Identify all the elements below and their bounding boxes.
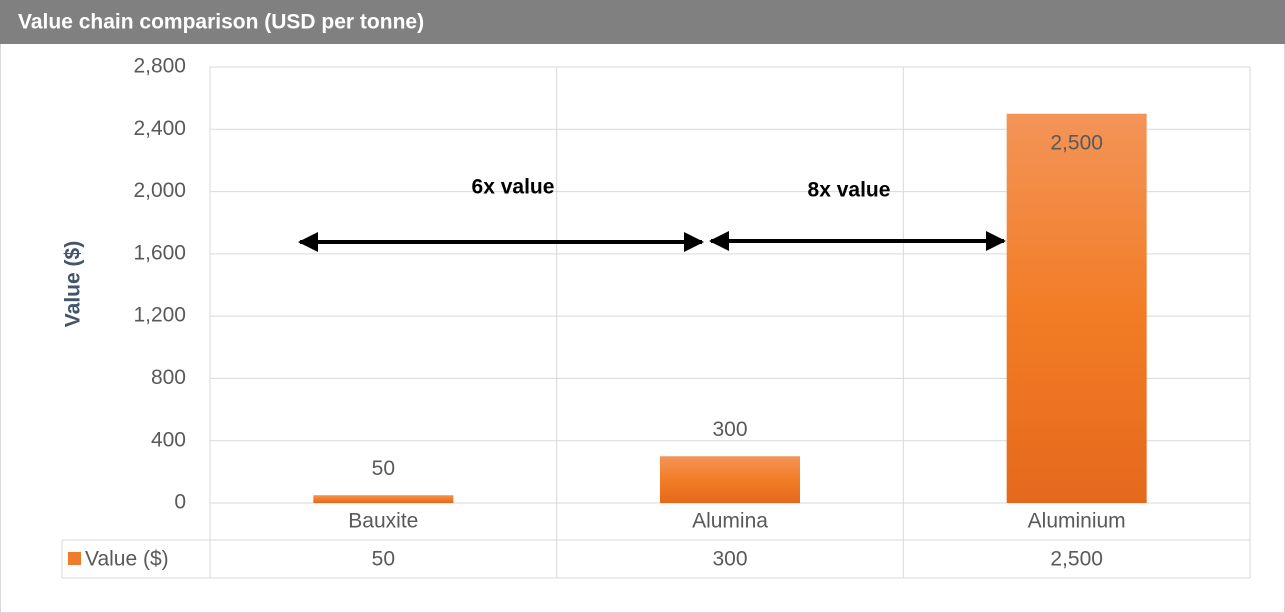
y-tick-label: 800 [151,366,186,389]
y-tick-label: 2,800 [133,55,186,78]
data-label: 50 [372,457,395,480]
bar [660,456,800,503]
y-tick-label: 1,600 [133,241,186,264]
table-value: 50 [372,548,395,571]
bar [1006,113,1147,503]
legend-key [68,552,81,565]
y-tick-label: 1,200 [133,304,186,327]
data-label: 2,500 [1050,131,1103,154]
x-tick-label: Aluminium [1028,510,1126,533]
marks [313,113,1147,503]
legend-label: Value ($) [85,548,169,571]
bar [313,495,454,503]
annotation: 8x value [808,179,891,202]
x-tick-label: Alumina [692,510,768,533]
annotation: 6x value [472,176,555,199]
y-tick-label: 400 [151,428,186,451]
y-tick-label: 2,000 [133,179,186,202]
y-tick-label: 0 [174,491,186,514]
y-tick-label: 2,400 [133,117,186,140]
x-tick-label: Bauxite [348,510,418,533]
data-label: 300 [712,418,747,441]
chart-title: Value chain comparison (USD per tonne) [18,11,424,34]
title-bar [0,0,1285,44]
y-axis-title: Value ($) [62,241,85,327]
table-value: 2,500 [1050,548,1103,571]
table-value: 300 [712,548,747,571]
